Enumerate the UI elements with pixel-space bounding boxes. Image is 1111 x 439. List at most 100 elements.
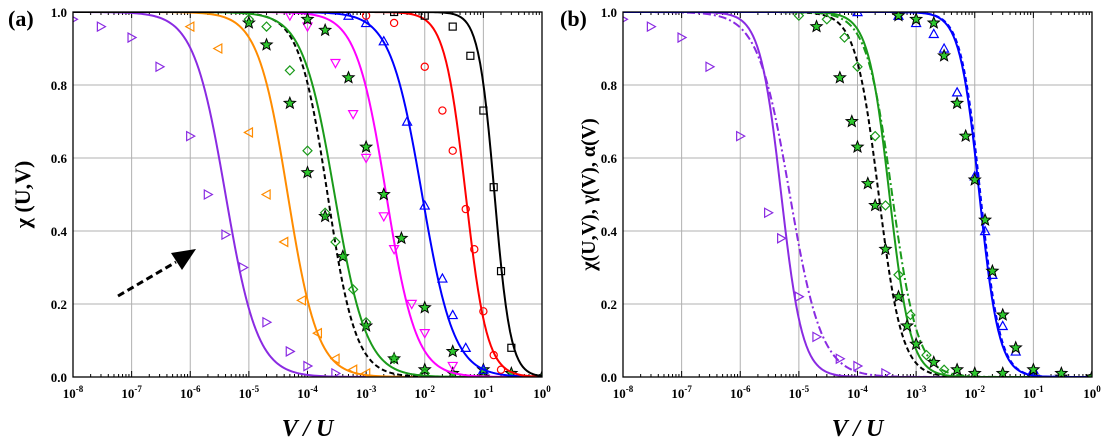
y-tick-label: 0.2 bbox=[51, 297, 67, 312]
data-point bbox=[793, 12, 805, 21]
data-point bbox=[243, 126, 254, 138]
star-marker bbox=[985, 263, 1000, 278]
panel-label: (a) bbox=[8, 6, 34, 31]
data-point bbox=[331, 367, 342, 377]
y-tick-label: 0.6 bbox=[51, 151, 68, 166]
x-tick-exponent: -2 bbox=[978, 384, 986, 394]
data-point bbox=[419, 368, 431, 377]
star-marker bbox=[1008, 340, 1023, 354]
data-point bbox=[764, 207, 774, 219]
x-tick-exponent: -5 bbox=[802, 384, 810, 394]
star-marker bbox=[900, 318, 915, 332]
data-point bbox=[329, 353, 340, 365]
x-tick-label: 10-7 bbox=[671, 384, 692, 401]
data-point bbox=[852, 61, 863, 73]
x-tick-exponent: -5 bbox=[252, 384, 260, 394]
data-point bbox=[928, 28, 940, 39]
y-tick-label: 1.0 bbox=[51, 5, 67, 20]
data-point bbox=[997, 320, 1009, 331]
x-tick-exponent: -4 bbox=[310, 384, 318, 394]
star-marker bbox=[937, 48, 952, 62]
arrow-shaft bbox=[117, 260, 177, 298]
data-point bbox=[794, 291, 805, 303]
data-point bbox=[489, 350, 498, 360]
series-1 bbox=[73, 12, 542, 377]
x-tick-exponent: 0 bbox=[1096, 384, 1101, 394]
star-marker bbox=[417, 300, 432, 314]
data-point bbox=[330, 236, 341, 248]
data-point bbox=[881, 367, 892, 377]
data-point bbox=[835, 353, 846, 365]
data-point bbox=[285, 345, 296, 357]
data-point bbox=[301, 22, 314, 33]
data-point bbox=[905, 309, 916, 321]
data-point bbox=[466, 51, 475, 60]
x-tick-label: 10-2 bbox=[415, 384, 436, 401]
series-line bbox=[73, 12, 542, 377]
data-point bbox=[296, 294, 307, 306]
series-4 bbox=[623, 12, 1092, 377]
data-point bbox=[460, 342, 472, 352]
x-tick-exponent: -4 bbox=[860, 384, 868, 394]
x-tick-label: 10-8 bbox=[613, 384, 634, 401]
data-point bbox=[489, 183, 498, 192]
series-line bbox=[623, 12, 1092, 377]
x-tick-exponent: -7 bbox=[684, 384, 692, 394]
x-tick-label: 10-1 bbox=[473, 384, 494, 401]
y-tick-label: 0.4 bbox=[601, 224, 618, 239]
y-axis-label: χ(U,V), γ(V), α(V) bbox=[578, 118, 600, 272]
series-8 bbox=[73, 12, 542, 377]
data-point bbox=[360, 17, 372, 28]
x-tick-label: 10-1 bbox=[1023, 384, 1044, 401]
data-point bbox=[646, 21, 657, 33]
data-point bbox=[378, 35, 390, 46]
data-point bbox=[419, 329, 431, 339]
y-tick-label: 1.0 bbox=[601, 5, 617, 20]
star-marker bbox=[282, 95, 297, 110]
star-marker bbox=[376, 187, 391, 201]
star-marker bbox=[241, 15, 256, 29]
data-point bbox=[212, 42, 223, 55]
x-tick-label: 10-4 bbox=[847, 384, 868, 401]
data-point bbox=[438, 106, 447, 115]
data-point bbox=[479, 307, 488, 316]
star-marker bbox=[891, 289, 906, 303]
series-line bbox=[73, 12, 542, 377]
data-point bbox=[812, 331, 823, 343]
series-6 bbox=[300, 12, 542, 377]
data-point bbox=[401, 115, 413, 126]
x-tick-label: 10-6 bbox=[730, 384, 751, 401]
star-marker bbox=[300, 165, 315, 179]
data-point bbox=[496, 267, 506, 276]
series-line bbox=[623, 12, 1092, 377]
x-tick-exponent: -8 bbox=[76, 384, 84, 394]
x-tick-exponent: 0 bbox=[546, 384, 551, 394]
x-tick-label: 10-7 bbox=[121, 384, 142, 401]
star-marker bbox=[335, 249, 350, 263]
star-marker bbox=[341, 70, 356, 84]
x-tick-label: 100 bbox=[1083, 384, 1101, 401]
data-point bbox=[448, 22, 457, 31]
series-6 bbox=[809, 19, 1092, 377]
x-tick-exponent: -3 bbox=[369, 384, 377, 394]
data-point bbox=[851, 12, 864, 17]
star-marker bbox=[926, 15, 941, 29]
star-marker bbox=[950, 362, 965, 376]
data-point bbox=[347, 284, 359, 295]
x-tick-label: 10-8 bbox=[63, 384, 84, 401]
data-point bbox=[303, 360, 314, 372]
star-marker bbox=[445, 344, 460, 358]
series-7 bbox=[623, 12, 1092, 377]
data-point bbox=[342, 12, 354, 20]
x-tick-label: 10-2 bbox=[965, 384, 986, 401]
star-marker bbox=[950, 95, 965, 110]
star-marker bbox=[1084, 369, 1092, 377]
data-point bbox=[893, 269, 904, 281]
series-line bbox=[623, 12, 1092, 377]
star-marker bbox=[850, 139, 865, 154]
star-marker bbox=[995, 307, 1010, 321]
star-marker bbox=[878, 241, 893, 256]
x-tick-exponent: -2 bbox=[428, 384, 436, 394]
data-point bbox=[184, 21, 195, 33]
star-marker bbox=[832, 70, 847, 84]
